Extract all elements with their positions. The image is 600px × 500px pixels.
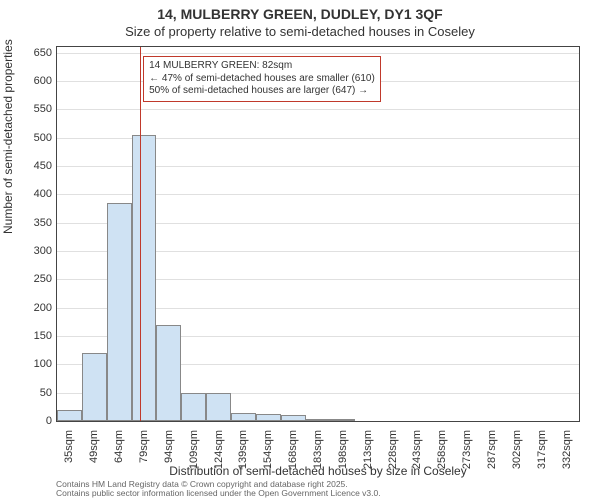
chart-container: 14, MULBERRY GREEN, DUDLEY, DY1 3QF Size… [0,0,600,500]
y-tick-label: 550 [12,103,52,115]
histogram-bar [181,393,206,421]
annotation-line: ← 47% of semi-detached houses are smalle… [149,73,375,86]
histogram-bar [156,325,181,421]
y-tick-label: 500 [12,132,52,144]
y-tick-label: 450 [12,160,52,172]
y-tick-label: 400 [12,188,52,200]
gridline [57,53,579,54]
y-tick-label: 0 [12,415,52,427]
y-tick-label: 150 [12,330,52,342]
y-tick-label: 50 [12,387,52,399]
annotation-line: 50% of semi-detached houses are larger (… [149,85,375,98]
histogram-bar [281,415,306,421]
plot-area: 14 MULBERRY GREEN: 82sqm← 47% of semi-de… [56,46,580,422]
histogram-bar [330,419,355,421]
y-tick-label: 200 [12,302,52,314]
annotation-line: 14 MULBERRY GREEN: 82sqm [149,60,375,73]
histogram-bar [57,410,82,421]
annotation-box: 14 MULBERRY GREEN: 82sqm← 47% of semi-de… [143,56,381,102]
footer-line-2: Contains public sector information licen… [56,489,381,498]
gridline [57,109,579,110]
x-axis-label: Distribution of semi-detached houses by … [56,464,580,478]
y-tick-label: 350 [12,217,52,229]
y-tick-label: 600 [12,75,52,87]
histogram-bar [107,203,132,421]
histogram-bar [132,135,157,421]
y-tick-label: 100 [12,358,52,370]
y-tick-label: 300 [12,245,52,257]
histogram-bar [82,353,107,421]
y-tick-label: 650 [12,47,52,59]
chart-title-sub: Size of property relative to semi-detach… [0,24,600,39]
chart-title-main: 14, MULBERRY GREEN, DUDLEY, DY1 3QF [0,6,600,22]
reference-line [140,47,141,421]
histogram-bar [256,414,281,421]
histogram-bar [206,393,231,421]
y-axis-label: Number of semi-detached properties [1,39,15,234]
footer-attribution: Contains HM Land Registry data © Crown c… [56,480,381,499]
histogram-bar [306,419,331,421]
y-tick-label: 250 [12,273,52,285]
histogram-bar [231,413,256,422]
